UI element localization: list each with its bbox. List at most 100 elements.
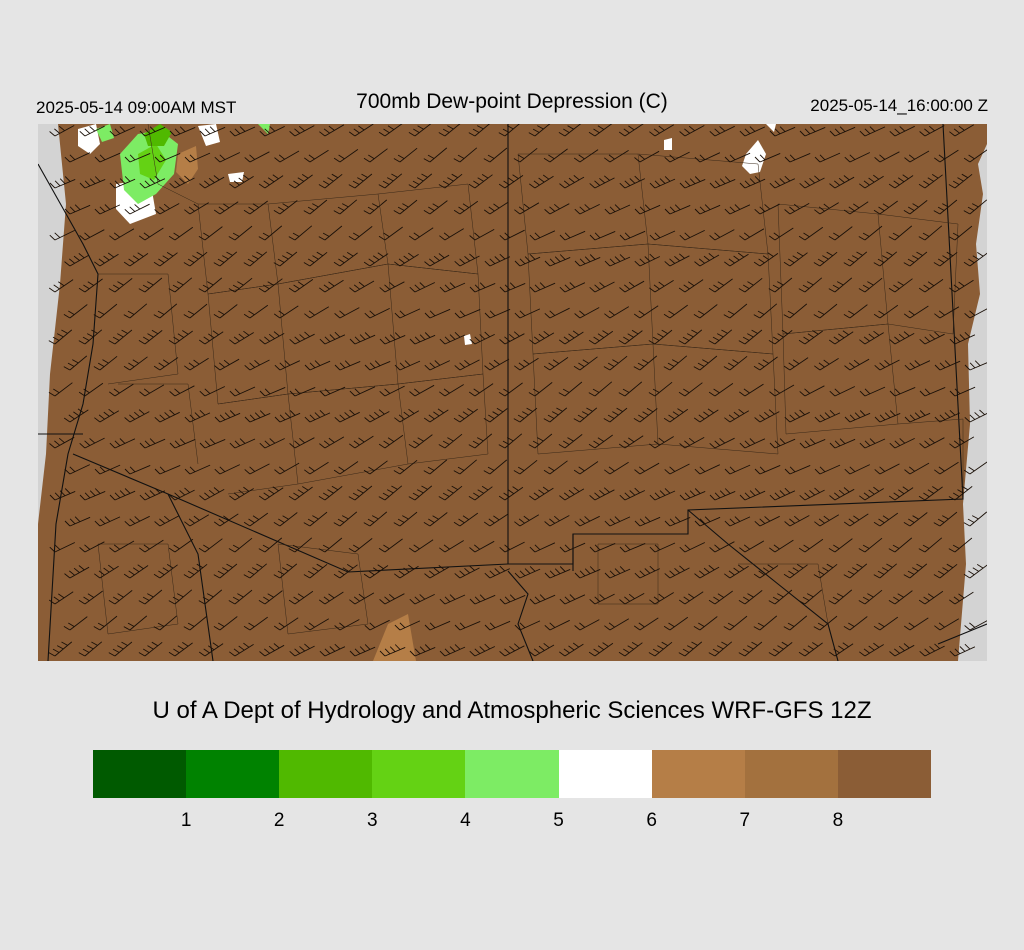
- wind-barb: [484, 358, 510, 371]
- wind-barb: [49, 488, 76, 501]
- wind-barb: [513, 147, 538, 163]
- wind-barb: [949, 643, 976, 657]
- wind-barb: [198, 642, 224, 657]
- wind-barb: [94, 464, 121, 475]
- wind-barb: [378, 173, 403, 189]
- wind-barb: [888, 486, 914, 501]
- wind-barb: [153, 357, 179, 371]
- wind-barb: [49, 125, 75, 137]
- wind-barb: [273, 305, 299, 319]
- wind-barb: [483, 459, 508, 475]
- wind-barb: [64, 204, 91, 215]
- wind-barb: [348, 538, 373, 553]
- wind-barb: [604, 618, 630, 631]
- wind-barb: [48, 279, 74, 293]
- wind-barb: [604, 306, 630, 319]
- wind-barb: [783, 252, 808, 267]
- wind-barb: [873, 304, 899, 319]
- wind-barb: [289, 125, 315, 137]
- wind-barb: [438, 173, 463, 189]
- wind-barb: [918, 279, 944, 293]
- wind-barb: [634, 204, 661, 215]
- wind-barb: [814, 152, 841, 163]
- wind-barb: [828, 642, 854, 657]
- wind-barb: [468, 383, 494, 397]
- wind-barb: [483, 201, 509, 215]
- wind-barb: [904, 150, 930, 163]
- wind-barb: [529, 594, 556, 605]
- wind-barb: [709, 125, 735, 137]
- wind-barb: [259, 438, 285, 449]
- wind-barb: [694, 516, 721, 527]
- wind-barb: [499, 229, 525, 241]
- wind-barb: [948, 173, 973, 189]
- wind-barb: [423, 200, 448, 215]
- wind-barb: [633, 407, 658, 423]
- wind-barb: [619, 593, 645, 605]
- wind-barb: [78, 590, 103, 605]
- wind-barb: [243, 512, 269, 527]
- wind-barb: [888, 278, 913, 293]
- wind-barb: [138, 277, 163, 293]
- wind-barb: [873, 251, 898, 267]
- wind-barb: [273, 617, 299, 631]
- wind-barb: [918, 174, 943, 189]
- wind-barb: [213, 616, 238, 631]
- wind-barb: [94, 564, 119, 579]
- wind-barb: [663, 355, 688, 371]
- wind-barb: [813, 251, 838, 267]
- wind-barb: [274, 410, 301, 423]
- wind-barb: [453, 408, 478, 423]
- wind-barb: [829, 175, 855, 189]
- wind-barb: [663, 304, 688, 319]
- wind-barb: [664, 204, 691, 215]
- wind-barb: [334, 307, 360, 319]
- wind-barb: [754, 515, 780, 527]
- wind-barb: [633, 355, 658, 371]
- wind-barb: [679, 125, 705, 137]
- wind-barb: [754, 464, 781, 475]
- wind-barb: [79, 488, 106, 501]
- wind-barb: [409, 282, 435, 293]
- wind-barb: [453, 459, 477, 475]
- wind-barb: [753, 303, 778, 319]
- wind-barb: [333, 252, 358, 267]
- wind-barb: [274, 150, 300, 163]
- wind-barb: [154, 203, 180, 215]
- wind-barb: [844, 152, 870, 163]
- wind-barb: [109, 228, 135, 241]
- wind-barb: [244, 151, 270, 163]
- wind-barb: [844, 464, 870, 475]
- wind-barb: [498, 486, 524, 501]
- wind-barb: [438, 124, 461, 137]
- wind-barb: [468, 433, 493, 449]
- wind-barb: [93, 303, 118, 319]
- wind-barb: [633, 305, 659, 319]
- wind-barb: [529, 486, 554, 501]
- wind-barb: [724, 204, 751, 215]
- wind-barb: [934, 618, 960, 631]
- wind-barb: [64, 464, 90, 475]
- wind-barb: [588, 381, 613, 397]
- wind-barb: [258, 537, 283, 553]
- wind-barb: [648, 641, 673, 657]
- wind-barb: [828, 330, 854, 345]
- wind-barb: [618, 642, 643, 657]
- colorbar-segment: [279, 750, 373, 798]
- wind-barb: [288, 174, 313, 189]
- wind-barb: [169, 438, 196, 449]
- model-credit: U of A Dept of Hydrology and Atmospheric…: [152, 697, 872, 724]
- wind-barb: [138, 589, 163, 605]
- wind-barb: [873, 200, 898, 215]
- wind-barb: [289, 331, 315, 345]
- wind-barb: [183, 251, 208, 267]
- wind-barb: [228, 537, 253, 553]
- dewpoint-depression-field: [38, 124, 987, 661]
- wind-barb: [664, 253, 690, 267]
- wind-barb: [574, 203, 600, 215]
- wind-barb: [589, 175, 615, 189]
- wind-barb: [634, 516, 661, 527]
- wind-barb: [753, 615, 778, 631]
- wind-barb: [798, 226, 824, 241]
- wind-barb: [889, 643, 915, 657]
